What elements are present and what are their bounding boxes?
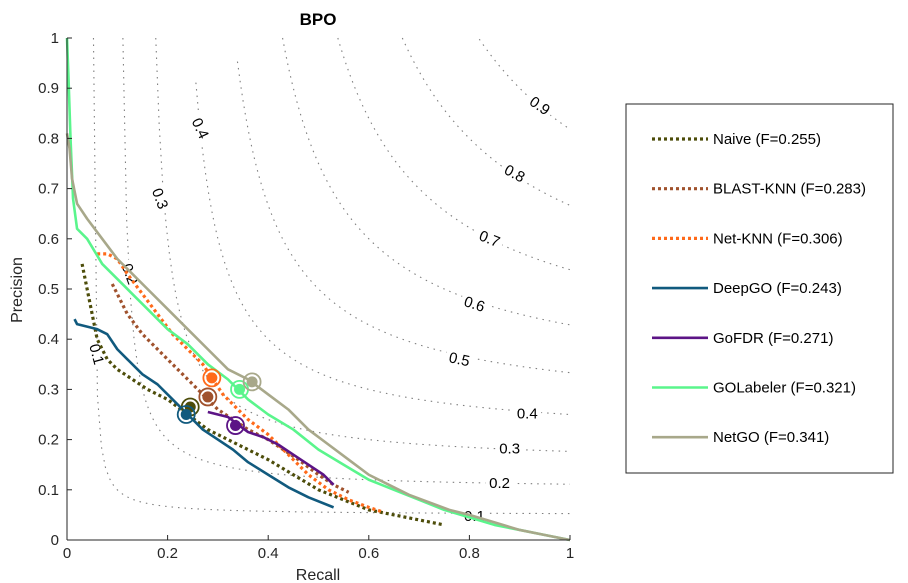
iso-f-curve-0.6 [282,37,571,326]
fmax-point-4 [180,409,192,420]
series-line-1 [80,263,445,527]
legend-entry-3: Net-KNN (F=0.306) [713,230,843,247]
x-tick-label: 0 [63,545,71,562]
fmax-ring-7 [242,372,262,392]
fmax-ring-4 [176,405,196,424]
y-tick-label: 0 [51,532,59,549]
series-lines [65,37,571,542]
iso-f-label-bg [473,224,507,253]
legend-entry-2: BLAST-KNN (F=0.283) [713,181,866,198]
series-line-6 [65,37,571,542]
iso-f-label-bg [495,438,524,458]
fmax-ring-5 [226,416,245,435]
iso-f-label-bg [513,403,542,423]
fmax-point-6 [234,383,246,395]
x-tick-label: 0.6 [358,545,379,562]
fmax-point-3 [206,372,218,384]
iso-f-curve-0.1 [92,37,571,515]
legend-entry-1: Naive (F=0.255) [713,131,821,148]
y-tick-label: 0.4 [38,331,59,348]
iso-f-labels: 0.10.20.30.40.50.60.70.80.90.10.20.30.4 [84,89,558,525]
legend-entry-7: NetGO (F=0.341) [713,429,829,446]
series-line-3 [97,252,385,514]
y-tick-label: 0.5 [38,281,59,298]
iso-f-label-bg [485,472,514,492]
iso-f-label: 0.6 [462,293,487,316]
iso-f-label: 0.2 [489,475,510,492]
iso-f-label: 0.5 [447,349,471,370]
legend-entry-6: GOLabeler (F=0.321) [713,380,856,397]
legend-entry-5: GoFDR (F=0.271) [713,330,833,347]
iso-f-label-bg [498,158,532,189]
x-tick-label: 0.2 [157,545,178,562]
iso-f-label: 0.3 [148,186,171,211]
series-line-5 [207,410,335,486]
series-line-4 [73,318,335,509]
x-tick-label: 1 [566,545,574,562]
series-line-2 [110,283,350,494]
x-axis-label: Recall [296,567,340,583]
fmax-point-7 [246,376,258,388]
y-tick-label: 1 [51,30,59,47]
legend-entry-4: DeepGO (F=0.243) [713,280,842,297]
iso-f-label: 0.4 [517,405,538,422]
chart-title: BPO [300,10,337,29]
y-tick-label: 0.1 [38,482,59,499]
iso-f-curve-0.7 [337,37,571,271]
axes: 0 0.2 0.4 0.6 0.8 1 0 0.1 0.2 0.3 0.4 0.5 0.6 0.7 0.8 0… [38,30,574,562]
y-axis-label: Precision [9,257,26,323]
iso-f-label-bg [186,111,216,145]
fmax-point-2 [202,391,214,403]
y-tick-label: 0.3 [38,381,59,398]
fmax-ring-3 [202,368,222,388]
iso-f-label: 0.3 [499,441,520,458]
y-tick-label: 0.7 [38,181,59,198]
iso-f-label-bg [146,182,175,215]
y-tick-label: 0.2 [38,432,59,449]
series-line-7 [65,133,571,542]
fmax-point-5 [230,420,242,432]
iso-f-label: 0.7 [476,227,502,251]
iso-f-curve-0.4 [195,82,571,416]
y-tick-label: 0.9 [38,80,59,97]
legend: Naive (F=0.255) BLAST-KNN (F=0.283) Net-KN… [625,103,894,474]
iso-f-curve-0.9 [478,38,571,130]
iso-f-label-bg [523,89,558,122]
x-tick-label: 0.4 [258,545,279,562]
y-tick-label: 0.8 [38,130,59,147]
y-tick-label: 0.6 [38,231,59,248]
iso-f-label-bg [443,346,476,371]
fmax-markers [176,368,262,435]
iso-f-curve-0.5 [236,61,571,374]
iso-f-curve-0.8 [401,37,571,206]
fmax-ring-2 [198,387,218,407]
x-tick-label: 0.8 [459,545,480,562]
iso-f-label-bg [458,290,491,317]
iso-f-label-bg [84,338,110,371]
